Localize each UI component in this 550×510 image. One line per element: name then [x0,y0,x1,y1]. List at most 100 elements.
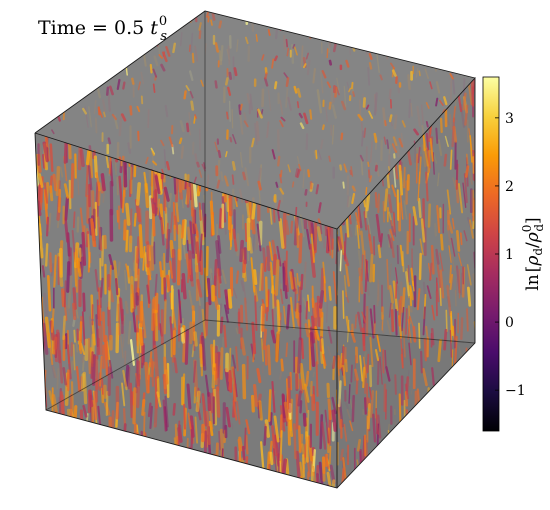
density-streak [378,472,382,488]
density-streak [446,189,452,215]
density-streak [153,345,159,379]
density-streak [448,383,452,400]
density-streak [380,23,386,31]
density-streak [369,308,375,339]
density-streak [211,363,216,389]
density-streak [242,461,247,479]
density-streak [143,458,147,477]
density-streak [271,149,276,160]
density-streak [388,284,394,304]
colorbar-tick-label: 0 [505,315,514,331]
density-streak [111,410,115,443]
density-streak [59,391,65,416]
density-streak [354,355,357,382]
density-streak [42,396,46,417]
density-streak [190,100,195,111]
density-streak [80,57,85,68]
density-streak [363,127,367,138]
density-streak [403,166,406,189]
density-streak [204,374,210,397]
density-streak [338,380,342,408]
density-streak [246,217,251,251]
density-streak [296,87,302,98]
density-streak [108,85,114,96]
density-streak [104,340,109,377]
density-streak [412,280,415,292]
density-streak [431,304,436,321]
density-streak [263,77,269,87]
density-streak [198,202,202,221]
density-streak [376,481,380,488]
density-streak [210,482,214,488]
density-streak [194,114,197,119]
density-streak [87,337,92,375]
density-streak [172,42,177,54]
density-streak [40,432,46,464]
time-annotation: Time = 0.5 t0 s [38,14,167,44]
density-streak [389,219,395,236]
density-streak [260,338,265,362]
density-streak [395,281,398,299]
density-streak [305,370,310,387]
density-streak [219,316,224,334]
density-streak [225,406,231,428]
density-streak [313,218,318,254]
density-streak [68,179,72,210]
density-streak [445,454,449,466]
density-streak [35,465,38,488]
density-streak [298,378,304,394]
density-streak [299,122,305,130]
density-streak [39,474,43,488]
density-streak [218,430,221,451]
density-streak [84,78,88,86]
density-streak [426,147,432,169]
density-streak [124,364,130,387]
density-streak [165,45,171,57]
density-streak [418,322,421,349]
density-streak [430,393,435,413]
density-streak [35,119,37,135]
density-streak [382,38,388,46]
density-streak [407,265,410,283]
density-streak [454,396,459,417]
density-streak [201,393,208,427]
density-streak [87,233,91,268]
density-streak [390,309,395,333]
density-streak [384,349,387,367]
density-streak [394,433,398,463]
density-streak [200,79,204,87]
density-streak [117,303,121,336]
density-streak [317,202,322,214]
density-streak [285,342,289,358]
density-streak [283,401,290,422]
density-streak [419,405,424,436]
density-streak [446,284,452,317]
density-streak [118,175,124,209]
density-streak [41,446,46,461]
density-streak [408,342,412,366]
density-streak [436,425,441,454]
density-streak [70,441,74,460]
density-streak [351,394,355,423]
density-streak [452,412,457,425]
density-streak [452,125,458,143]
density-streak [35,181,38,195]
density-streak [309,109,313,120]
density-streak [123,423,127,437]
density-streak [328,155,332,163]
density-streak [105,153,110,169]
density-streak [264,276,269,308]
density-streak [36,459,42,477]
density-streak [388,114,393,123]
density-streak [87,251,91,273]
density-streak [479,281,480,299]
density-streak [463,60,468,68]
density-streak [457,183,464,214]
density-streak [343,233,347,260]
density-streak [113,46,117,59]
density-streak [356,438,362,452]
density-streak [373,132,378,143]
density-streak [245,419,251,435]
density-streak [419,238,424,256]
